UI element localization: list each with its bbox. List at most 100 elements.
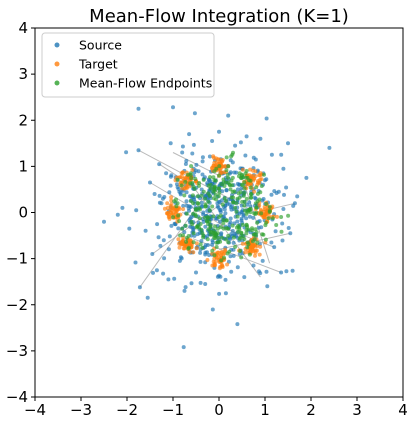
- source-point: [145, 295, 150, 300]
- source-point: [222, 207, 227, 212]
- target-point: [187, 250, 192, 254]
- target-point: [210, 165, 215, 170]
- source-point: [235, 219, 240, 224]
- endpoint-point: [239, 230, 244, 235]
- target-point: [240, 167, 245, 172]
- endpoint-point: [183, 180, 188, 184]
- target-point: [258, 177, 263, 182]
- source-point: [327, 145, 332, 150]
- source-point: [233, 143, 238, 148]
- endpoint-point: [186, 246, 191, 251]
- endpoint-point: [243, 175, 248, 180]
- source-point: [181, 203, 186, 208]
- x-tick-label: 3: [352, 401, 362, 419]
- endpoint-point: [225, 172, 230, 177]
- source-point: [251, 215, 256, 220]
- endpoint-point: [210, 204, 215, 209]
- source-point: [226, 197, 231, 202]
- flow-link-line: [244, 186, 271, 264]
- endpoint-point: [243, 171, 248, 176]
- endpoint-point: [217, 164, 222, 169]
- target-point: [212, 160, 217, 165]
- source-point: [200, 155, 205, 160]
- source-point: [187, 132, 192, 137]
- endpoint-point: [239, 255, 244, 260]
- endpoint-point: [252, 211, 257, 216]
- source-point: [176, 226, 181, 231]
- target-point: [258, 244, 263, 249]
- source-point: [167, 190, 172, 195]
- source-point: [191, 142, 196, 147]
- endpoint-point: [213, 178, 218, 183]
- target-point: [165, 211, 170, 216]
- source-point: [231, 240, 236, 245]
- endpoint-point: [233, 244, 238, 249]
- source-point: [157, 200, 162, 205]
- source-point: [217, 129, 221, 134]
- target-point: [179, 240, 184, 245]
- endpoint-point: [242, 180, 247, 185]
- endpoint-point: [286, 213, 291, 218]
- endpoint-point: [189, 164, 194, 169]
- endpoint-point: [247, 207, 252, 212]
- endpoint-point: [221, 177, 226, 182]
- target-point: [258, 171, 263, 176]
- endpoint-point: [226, 175, 230, 180]
- source-point: [182, 230, 187, 235]
- source-point: [183, 162, 188, 166]
- target-point: [216, 157, 220, 162]
- target-point: [170, 211, 175, 216]
- target-point: [169, 195, 174, 200]
- source-point: [237, 252, 242, 256]
- endpoint-point: [200, 231, 205, 236]
- target-point: [257, 252, 262, 257]
- source-point: [279, 152, 284, 157]
- endpoint-point: [197, 216, 202, 221]
- source-point: [199, 239, 204, 243]
- target-point: [219, 250, 224, 255]
- endpoint-point: [213, 192, 218, 197]
- source-point: [191, 227, 196, 232]
- endpoint-point: [215, 226, 220, 231]
- source-point: [272, 189, 277, 194]
- endpoint-point: [219, 258, 224, 263]
- target-point: [253, 253, 257, 258]
- source-point: [217, 208, 222, 213]
- source-point: [198, 250, 203, 255]
- endpoint-point: [220, 202, 225, 207]
- source-point: [282, 192, 286, 197]
- y-tick-label: −4: [6, 388, 28, 406]
- endpoint-point: [267, 204, 272, 209]
- endpoint-point: [226, 240, 231, 245]
- endpoint-point: [251, 239, 255, 244]
- source-point: [284, 185, 289, 190]
- endpoint-point: [211, 214, 216, 219]
- endpoint-point: [248, 185, 253, 190]
- x-tick-label: 0: [214, 401, 224, 419]
- target-point: [194, 241, 199, 246]
- source-point: [167, 234, 172, 239]
- source-point: [187, 208, 191, 213]
- endpoint-point: [190, 222, 195, 227]
- source-point: [228, 254, 233, 259]
- endpoint-point: [270, 216, 275, 221]
- source-point: [156, 235, 161, 240]
- endpoint-point: [222, 196, 227, 201]
- source-point: [252, 195, 257, 200]
- target-point: [250, 244, 255, 249]
- source-point: [244, 216, 249, 221]
- source-point: [258, 136, 263, 141]
- source-point: [183, 285, 188, 290]
- endpoint-point: [231, 200, 236, 205]
- endpoint-point: [250, 226, 254, 231]
- source-point: [251, 155, 256, 160]
- target-point: [181, 246, 186, 251]
- target-point: [168, 203, 173, 208]
- source-point: [150, 252, 155, 256]
- target-point: [248, 167, 253, 172]
- y-tick-label: −2: [6, 296, 28, 314]
- endpoint-point: [183, 223, 188, 228]
- endpoint-point: [193, 176, 198, 181]
- source-point: [281, 207, 286, 211]
- legend-marker: [54, 80, 60, 86]
